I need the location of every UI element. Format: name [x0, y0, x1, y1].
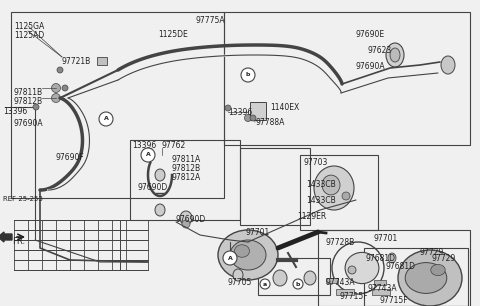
- Circle shape: [141, 148, 155, 162]
- Text: FR.: FR.: [12, 237, 25, 246]
- Ellipse shape: [398, 250, 462, 306]
- Text: 97811A: 97811A: [172, 155, 201, 164]
- Bar: [224, 12, 470, 145]
- Text: 97743A: 97743A: [326, 278, 356, 287]
- Text: 97701: 97701: [373, 234, 397, 243]
- Text: REF 25-253: REF 25-253: [3, 196, 43, 202]
- Text: 1129ER: 1129ER: [297, 212, 326, 221]
- Circle shape: [51, 94, 60, 103]
- Bar: [374, 280, 386, 285]
- Text: b: b: [296, 282, 300, 286]
- Ellipse shape: [390, 48, 400, 62]
- Ellipse shape: [322, 175, 340, 195]
- Text: 13396: 13396: [228, 108, 252, 117]
- Bar: [318, 230, 470, 306]
- Text: a: a: [263, 282, 267, 286]
- Ellipse shape: [405, 263, 447, 293]
- Ellipse shape: [218, 230, 278, 280]
- Ellipse shape: [431, 264, 445, 276]
- Ellipse shape: [441, 56, 455, 74]
- Circle shape: [244, 114, 252, 121]
- Text: 97811B: 97811B: [14, 88, 43, 97]
- Text: 97690E: 97690E: [356, 30, 385, 39]
- Text: 1433CB: 1433CB: [306, 196, 336, 205]
- Text: 97690D: 97690D: [175, 215, 205, 224]
- Text: 97812B: 97812B: [14, 97, 43, 106]
- Text: 1140EX: 1140EX: [270, 103, 299, 112]
- Circle shape: [260, 279, 270, 289]
- Text: 97775A: 97775A: [196, 16, 226, 25]
- Circle shape: [62, 85, 68, 91]
- Text: 97715F: 97715F: [340, 292, 369, 301]
- Bar: [130, 140, 240, 220]
- Bar: [364, 248, 468, 306]
- Circle shape: [182, 220, 190, 228]
- Ellipse shape: [230, 240, 266, 270]
- Bar: [300, 155, 378, 230]
- Bar: [336, 289, 354, 295]
- Circle shape: [250, 115, 256, 121]
- Circle shape: [57, 67, 63, 73]
- Circle shape: [241, 68, 255, 82]
- Ellipse shape: [348, 266, 356, 274]
- Text: 13396: 13396: [132, 141, 156, 150]
- Bar: [11, 12, 224, 198]
- Text: 97762: 97762: [162, 141, 186, 150]
- Circle shape: [51, 84, 60, 92]
- Ellipse shape: [180, 211, 192, 225]
- Text: 97812B: 97812B: [172, 164, 201, 173]
- FancyArrow shape: [0, 232, 12, 242]
- Ellipse shape: [273, 270, 287, 286]
- Bar: [97, 57, 107, 65]
- Text: A: A: [145, 152, 150, 158]
- Text: 97743A: 97743A: [368, 284, 397, 293]
- Bar: [372, 289, 390, 295]
- Ellipse shape: [233, 269, 243, 281]
- Text: 1433CB: 1433CB: [306, 180, 336, 189]
- Bar: [326, 278, 338, 283]
- Circle shape: [99, 112, 113, 126]
- Circle shape: [223, 251, 237, 265]
- Ellipse shape: [314, 166, 354, 210]
- Text: A: A: [104, 117, 108, 121]
- Text: 97812A: 97812A: [172, 173, 201, 182]
- Circle shape: [225, 105, 231, 111]
- Text: 97721B: 97721B: [62, 57, 91, 66]
- Text: 97623: 97623: [368, 46, 392, 55]
- Text: A: A: [228, 256, 232, 260]
- Ellipse shape: [345, 252, 379, 284]
- Text: 97715F: 97715F: [380, 296, 408, 305]
- Circle shape: [33, 104, 39, 110]
- Circle shape: [293, 279, 303, 289]
- Text: 1125GA: 1125GA: [14, 22, 44, 31]
- Text: 97705: 97705: [228, 278, 252, 287]
- Ellipse shape: [155, 169, 165, 181]
- Ellipse shape: [155, 204, 165, 216]
- Bar: [250, 102, 266, 120]
- Text: 97729: 97729: [420, 248, 444, 257]
- Text: 97728B: 97728B: [326, 238, 355, 247]
- Text: 97690A: 97690A: [14, 119, 44, 128]
- Text: 97681D: 97681D: [386, 262, 416, 271]
- Ellipse shape: [388, 253, 396, 263]
- Ellipse shape: [304, 271, 316, 285]
- Text: 97703: 97703: [304, 158, 328, 167]
- Text: 97681D: 97681D: [366, 254, 396, 263]
- Bar: [258, 258, 330, 295]
- Text: 97690F: 97690F: [55, 153, 84, 162]
- Text: 97701: 97701: [245, 228, 269, 237]
- Text: 97729: 97729: [432, 254, 456, 263]
- Ellipse shape: [386, 43, 404, 67]
- Text: 13396: 13396: [3, 107, 27, 116]
- Bar: [240, 148, 310, 225]
- Text: 1125DE: 1125DE: [158, 30, 188, 39]
- Text: 97788A: 97788A: [255, 118, 284, 127]
- Text: 97690D: 97690D: [138, 183, 168, 192]
- Text: 97690A: 97690A: [356, 62, 385, 71]
- Text: 1125AD: 1125AD: [14, 31, 44, 40]
- Circle shape: [342, 192, 350, 200]
- Ellipse shape: [235, 245, 250, 257]
- Text: b: b: [246, 73, 250, 77]
